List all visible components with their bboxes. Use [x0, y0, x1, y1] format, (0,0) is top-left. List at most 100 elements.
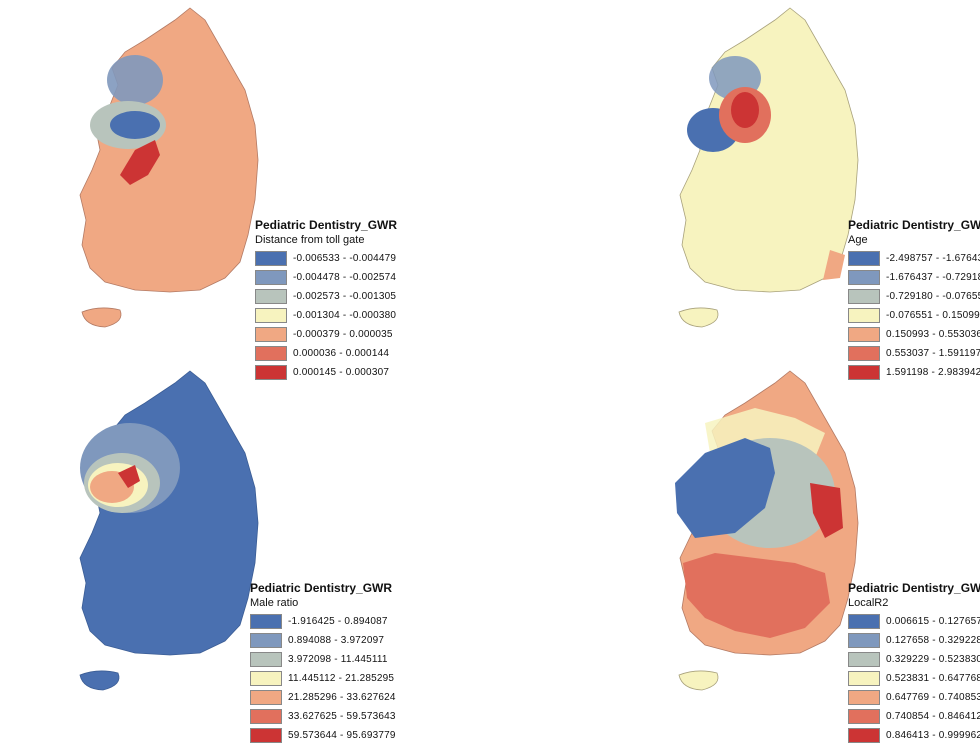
legend-class-label: 3.972098 - 11.445111	[288, 654, 388, 665]
mainland-shape	[79, 370, 259, 656]
legend-class-label: 0.000036 - 0.000144	[293, 348, 390, 359]
choropleth-map-localr2	[675, 370, 859, 691]
legend-swatch	[250, 690, 282, 705]
legend-class-label: -1.916425 - 0.894087	[288, 616, 388, 627]
legend-class-label: -2.498757 - -1.676438	[886, 253, 980, 264]
legend-class-label: -0.006533 - -0.004479	[293, 253, 397, 264]
legend-class-row: 11.445112 - 21.285295	[250, 669, 396, 688]
legend-swatch	[255, 289, 287, 304]
legend-class-label: -0.002573 - -0.001305	[293, 291, 397, 302]
legend-title: Pediatric Dentistry_GWR	[250, 581, 393, 595]
choropleth-map-male-ratio	[79, 370, 259, 691]
legend-class-row: 1.591198 - 2.983942	[848, 363, 980, 382]
legend-swatch	[848, 690, 880, 705]
region-west-center	[675, 438, 775, 538]
legend-class-label: 0.846413 - 0.999962	[886, 730, 980, 741]
legend-class-label: -0.004478 - -0.002574	[293, 272, 397, 283]
legend-swatch	[255, 346, 287, 361]
legend-class-row: 59.573644 - 95.693779	[250, 726, 396, 745]
legend-classes: -0.006533 - -0.004479 -0.004478 - -0.0025…	[255, 249, 397, 382]
legend-class-row: 0.127658 - 0.329228	[848, 631, 980, 650]
legend-swatch	[848, 633, 880, 648]
legend-class-row: 0.006615 - 0.127657	[848, 612, 980, 631]
region-west-hot	[118, 465, 140, 488]
legend-class-label: 11.445112 - 21.285295	[288, 673, 395, 684]
jeju-island	[81, 307, 122, 328]
map-panel-age: Pediatric Dentistry_GWR Age -2.498757 - …	[595, 0, 980, 380]
legend-class-row: 0.523831 - 0.647768	[848, 669, 980, 688]
legend-swatch	[848, 671, 880, 686]
legend-swatch	[250, 709, 282, 724]
legend-swatch	[250, 728, 282, 743]
legend-class-row: 21.285296 - 33.627624	[250, 688, 396, 707]
legend-swatch	[848, 709, 880, 724]
legend-swatch	[250, 614, 282, 629]
legend-swatch	[848, 289, 880, 304]
choropleth-map-distance	[79, 7, 259, 328]
legend-swatch	[255, 365, 287, 380]
mainland-shape	[79, 7, 259, 293]
legend-class-row: -0.001304 - -0.000380	[255, 306, 397, 325]
legend-swatch	[848, 728, 880, 743]
legend-class-row: 3.972098 - 11.445111	[250, 650, 396, 669]
legend-class-label: 0.150993 - 0.553036	[886, 329, 980, 340]
legend-class-row: 0.000145 - 0.000307	[255, 363, 397, 382]
legend-swatch	[255, 270, 287, 285]
legend-class-label: -0.001304 - -0.000380	[293, 310, 397, 321]
legend-class-label: -0.076551 - 0.150992	[886, 310, 980, 321]
legend-class-row: 0.000036 - 0.000144	[255, 344, 397, 363]
legend-swatch	[255, 251, 287, 266]
legend-class-row: -0.004478 - -0.002574	[255, 268, 397, 287]
region-capital	[107, 55, 163, 105]
legend-swatch	[848, 327, 880, 342]
legend-class-label: 33.627625 - 59.573643	[288, 711, 396, 722]
legend-swatch	[255, 308, 287, 323]
legend-class-label: 0.553037 - 1.591197	[886, 348, 980, 359]
legend-class-row: 33.627625 - 59.573643	[250, 707, 396, 726]
map-panel-distance: Pediatric Dentistry_GWR Distance from to…	[0, 0, 490, 380]
region-south	[683, 553, 830, 638]
legend-swatch	[848, 346, 880, 361]
region-south-coast	[823, 250, 845, 280]
legend-class-label: -0.729180 - -0.076552	[886, 291, 980, 302]
legend-swatch	[848, 251, 880, 266]
legend-title: Pediatric Dentistry_GWR	[255, 218, 398, 232]
legend-class-row: 0.740854 - 0.846412	[848, 707, 980, 726]
jeju-island	[678, 307, 719, 328]
legend-swatch	[848, 614, 880, 629]
legend-variable: Age	[848, 234, 868, 246]
legend-variable: Distance from toll gate	[255, 234, 365, 246]
legend-class-row: 0.329229 - 0.523830	[848, 650, 980, 669]
legend-swatch	[250, 671, 282, 686]
legend-class-row: 0.846413 - 0.999962	[848, 726, 980, 745]
legend-swatch	[848, 365, 880, 380]
legend-title: Pediatric Dentistry_GWR	[848, 218, 980, 232]
legend-title: Pediatric Dentistry_GWR	[848, 581, 980, 595]
legend-swatch	[848, 270, 880, 285]
legend-male-ratio: Pediatric Dentistry_GWR Male ratio -1.91…	[250, 581, 396, 745]
legend-class-row: 0.150993 - 0.553036	[848, 325, 980, 344]
region-center-south	[120, 140, 160, 185]
choropleth-map-age	[678, 7, 859, 328]
legend-class-row: -0.002573 - -0.001305	[255, 287, 397, 306]
legend-class-label: 0.006615 - 0.127657	[886, 616, 980, 627]
legend-class-row: -0.729180 - -0.076552	[848, 287, 980, 306]
legend-localr2: Pediatric Dentistry_GWR LocalR2 0.006615…	[848, 581, 980, 745]
legend-class-row: -0.006533 - -0.004479	[255, 249, 397, 268]
jeju-island	[678, 670, 719, 691]
jeju-island	[79, 670, 120, 691]
region-southeast	[810, 483, 843, 538]
region-center	[731, 92, 759, 128]
legend-swatch	[250, 652, 282, 667]
legend-class-row: 0.553037 - 1.591197	[848, 344, 980, 363]
legend-classes: -2.498757 - -1.676438 -1.676437 - -0.7291…	[848, 249, 980, 382]
legend-age: Pediatric Dentistry_GWR Age -2.498757 - …	[848, 218, 980, 382]
legend-class-label: -0.000379 - 0.000035	[293, 329, 393, 340]
legend-class-row: -1.916425 - 0.894087	[250, 612, 396, 631]
region-west-center	[110, 111, 160, 139]
legend-variable: Male ratio	[250, 597, 299, 609]
legend-class-label: -1.676437 - -0.729181	[886, 272, 980, 283]
legend-class-row: -1.676437 - -0.729181	[848, 268, 980, 287]
legend-swatch	[255, 327, 287, 342]
map-panel-localr2: Pediatric Dentistry_GWR LocalR2 0.006615…	[595, 363, 980, 743]
